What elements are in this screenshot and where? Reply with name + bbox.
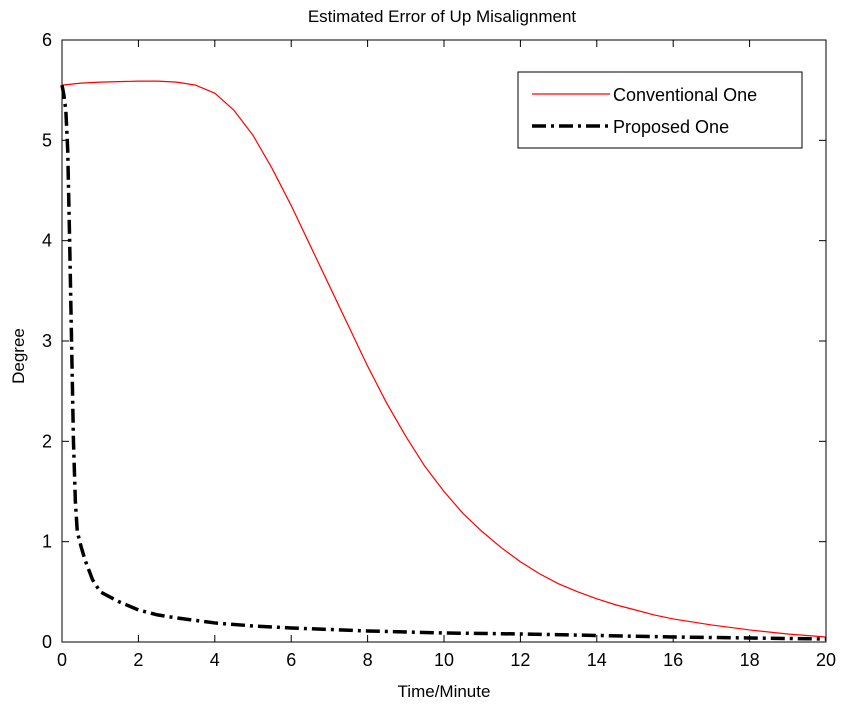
x-axis: 0 2 4 6 8 10 12 14 16 18 20 [57, 40, 836, 670]
x-tick-label: 20 [816, 650, 836, 670]
chart-title: Estimated Error of Up Misalignment [308, 7, 577, 26]
series-line-proposed [60, 84, 827, 641]
series-line-conventional [61, 80, 827, 638]
legend-label-conventional: Conventional One [613, 85, 757, 105]
legend-label-proposed: Proposed One [613, 117, 729, 137]
x-tick-label: 8 [363, 650, 373, 670]
x-tick-label: 6 [286, 650, 296, 670]
x-tick-label: 18 [740, 650, 760, 670]
x-tick-label: 0 [57, 650, 67, 670]
y-tick-label: 1 [42, 532, 52, 552]
y-tick-label: 2 [42, 431, 52, 451]
y-tick-label: 5 [42, 130, 52, 150]
series-layer [60, 80, 827, 641]
y-tick-label: 4 [42, 231, 52, 251]
x-tick-label: 4 [210, 650, 220, 670]
x-axis-label: Time/Minute [398, 682, 491, 701]
y-tick-label: 3 [42, 331, 52, 351]
y-tick-label: 6 [42, 30, 52, 50]
legend: Conventional One Proposed One [517, 71, 803, 149]
x-tick-label: 16 [663, 650, 683, 670]
y-axis-label: Degree [9, 328, 28, 384]
y-tick-label: 0 [42, 632, 52, 652]
x-tick-label: 14 [587, 650, 607, 670]
x-tick-label: 12 [510, 650, 530, 670]
x-tick-label: 2 [133, 650, 143, 670]
x-tick-label: 10 [434, 650, 454, 670]
y-axis: 0 1 2 3 4 5 6 [42, 30, 826, 652]
legend-box [517, 71, 803, 149]
